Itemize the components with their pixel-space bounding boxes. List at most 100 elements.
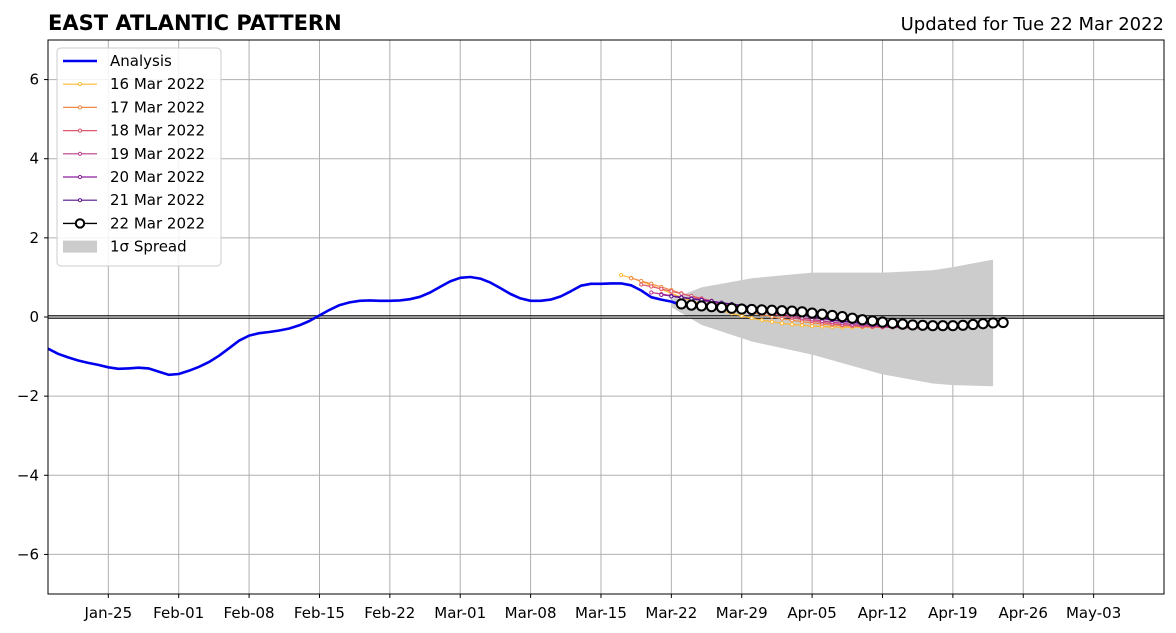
x-tick-label: Apr-26	[998, 604, 1048, 622]
current-forecast-point	[675, 298, 688, 310]
forecast-point	[639, 282, 644, 287]
current-forecast-point	[967, 318, 979, 331]
x-tick-label: Apr-19	[928, 604, 978, 622]
legend-entry: 20 Mar 2022	[63, 168, 205, 186]
legend-entry: 1σ Spread	[63, 238, 187, 256]
current-forecast-point	[836, 311, 848, 323]
current-forecast-point	[977, 318, 989, 330]
series-22-mar-2022	[675, 298, 1009, 332]
legend-marker	[77, 151, 83, 156]
current-forecast-point	[947, 320, 959, 332]
forecast-point	[659, 292, 664, 297]
legend-label: 1σ Spread	[110, 238, 187, 256]
current-forecast-point	[917, 319, 929, 331]
y-tick-label: −4	[17, 466, 39, 484]
legend-entry: 21 Mar 2022	[63, 191, 205, 209]
legend-entry: 18 Mar 2022	[63, 122, 205, 140]
y-axis-ticks: −6 −4 −2 0 2 4 6	[17, 71, 48, 563]
series-layer	[48, 272, 1009, 377]
chart-title: EAST ATLANTIC PATTERN	[48, 11, 342, 35]
current-forecast-point	[846, 312, 858, 324]
y-tick-label: −2	[17, 387, 39, 405]
current-forecast-point	[806, 307, 818, 319]
x-tick-label: Mar-22	[645, 604, 697, 622]
x-tick-label: Mar-08	[505, 604, 557, 622]
forecast-point	[779, 321, 785, 326]
x-tick-label: Feb-15	[294, 604, 345, 622]
forecast-point	[659, 286, 664, 292]
legend-marker	[77, 174, 83, 180]
current-forecast-point	[927, 320, 939, 332]
legend-label: Analysis	[110, 52, 172, 70]
current-forecast-point	[726, 302, 738, 314]
legend-label: 19 Mar 2022	[110, 145, 205, 163]
forecast-point	[649, 290, 654, 295]
current-forecast-point	[796, 306, 808, 318]
forecast-point	[618, 272, 624, 278]
y-tick-label: 6	[29, 71, 39, 89]
current-forecast-point	[907, 319, 919, 331]
legend-marker	[77, 105, 83, 110]
current-forecast-point	[716, 301, 728, 314]
forecast-point	[749, 316, 754, 321]
current-forecast-point	[786, 305, 798, 317]
forecast-point	[669, 294, 674, 299]
current-forecast-point	[816, 308, 828, 320]
current-forecast-point	[896, 318, 909, 330]
current-forecast-point	[826, 309, 838, 322]
current-forecast-point	[776, 305, 788, 317]
current-forecast-point	[695, 300, 708, 312]
y-tick-label: 0	[29, 308, 39, 326]
legend-marker	[77, 82, 83, 87]
legend-label: 16 Mar 2022	[110, 75, 205, 93]
x-tick-label: May-03	[1066, 604, 1121, 622]
current-forecast-point	[866, 315, 879, 327]
x-tick-label: Mar-01	[434, 604, 486, 622]
x-axis-ticks: Jan-25 Feb-01 Feb-08 Feb-15 Feb-22 Mar-01 Mar-…	[84, 594, 1121, 622]
x-tick-label: Jan-25	[84, 604, 133, 622]
x-tick-label: Apr-05	[787, 604, 837, 622]
forecast-point	[669, 289, 674, 294]
legend-entry: 19 Mar 2022	[63, 145, 205, 163]
legend-label: 20 Mar 2022	[110, 168, 205, 186]
legend-swatch	[63, 240, 97, 253]
x-tick-label: Apr-12	[858, 604, 908, 622]
y-tick-label: 4	[29, 150, 39, 168]
legend-box	[56, 47, 222, 267]
legend: Analysis 16 Mar 2022 17 Mar 2022 18 Mar 202…	[56, 47, 222, 267]
legend-marker	[77, 128, 83, 133]
legend-entry: 22 Mar 2022	[63, 214, 205, 232]
forecast-point	[789, 322, 795, 327]
forecast-point	[629, 276, 634, 281]
current-forecast-point	[756, 304, 768, 316]
current-forecast-point	[705, 301, 718, 313]
legend-label: 18 Mar 2022	[110, 122, 205, 140]
series-analysis	[48, 275, 682, 377]
forecast-point	[639, 278, 644, 284]
legend-label: 22 Mar 2022	[110, 214, 205, 232]
forecast-point	[679, 291, 684, 296]
x-tick-label: Mar-15	[575, 604, 627, 622]
legend-entry: 17 Mar 2022	[63, 98, 205, 116]
legend-marker	[77, 198, 83, 203]
current-forecast-point	[736, 303, 748, 315]
chart-updated-label: Updated for Tue 22 Mar 2022	[901, 14, 1164, 35]
forecast-point	[649, 284, 654, 289]
x-tick-label: Feb-01	[153, 604, 204, 622]
x-tick-label: Feb-08	[224, 604, 275, 622]
legend-entry: Analysis	[63, 52, 172, 70]
y-tick-label: −6	[17, 545, 39, 563]
current-forecast-point	[876, 316, 889, 328]
forecast-point	[739, 313, 744, 318]
current-forecast-point	[997, 316, 1009, 329]
legend-entry: 16 Mar 2022	[63, 75, 205, 93]
current-forecast-point	[685, 299, 698, 311]
analysis-line	[48, 275, 682, 377]
current-forecast-point	[937, 320, 949, 332]
x-tick-label: Feb-22	[364, 604, 415, 622]
y-tick-label: 2	[29, 229, 39, 247]
zero-line-layer	[48, 315, 1164, 319]
current-forecast-point	[987, 317, 999, 329]
legend-marker	[74, 218, 86, 229]
